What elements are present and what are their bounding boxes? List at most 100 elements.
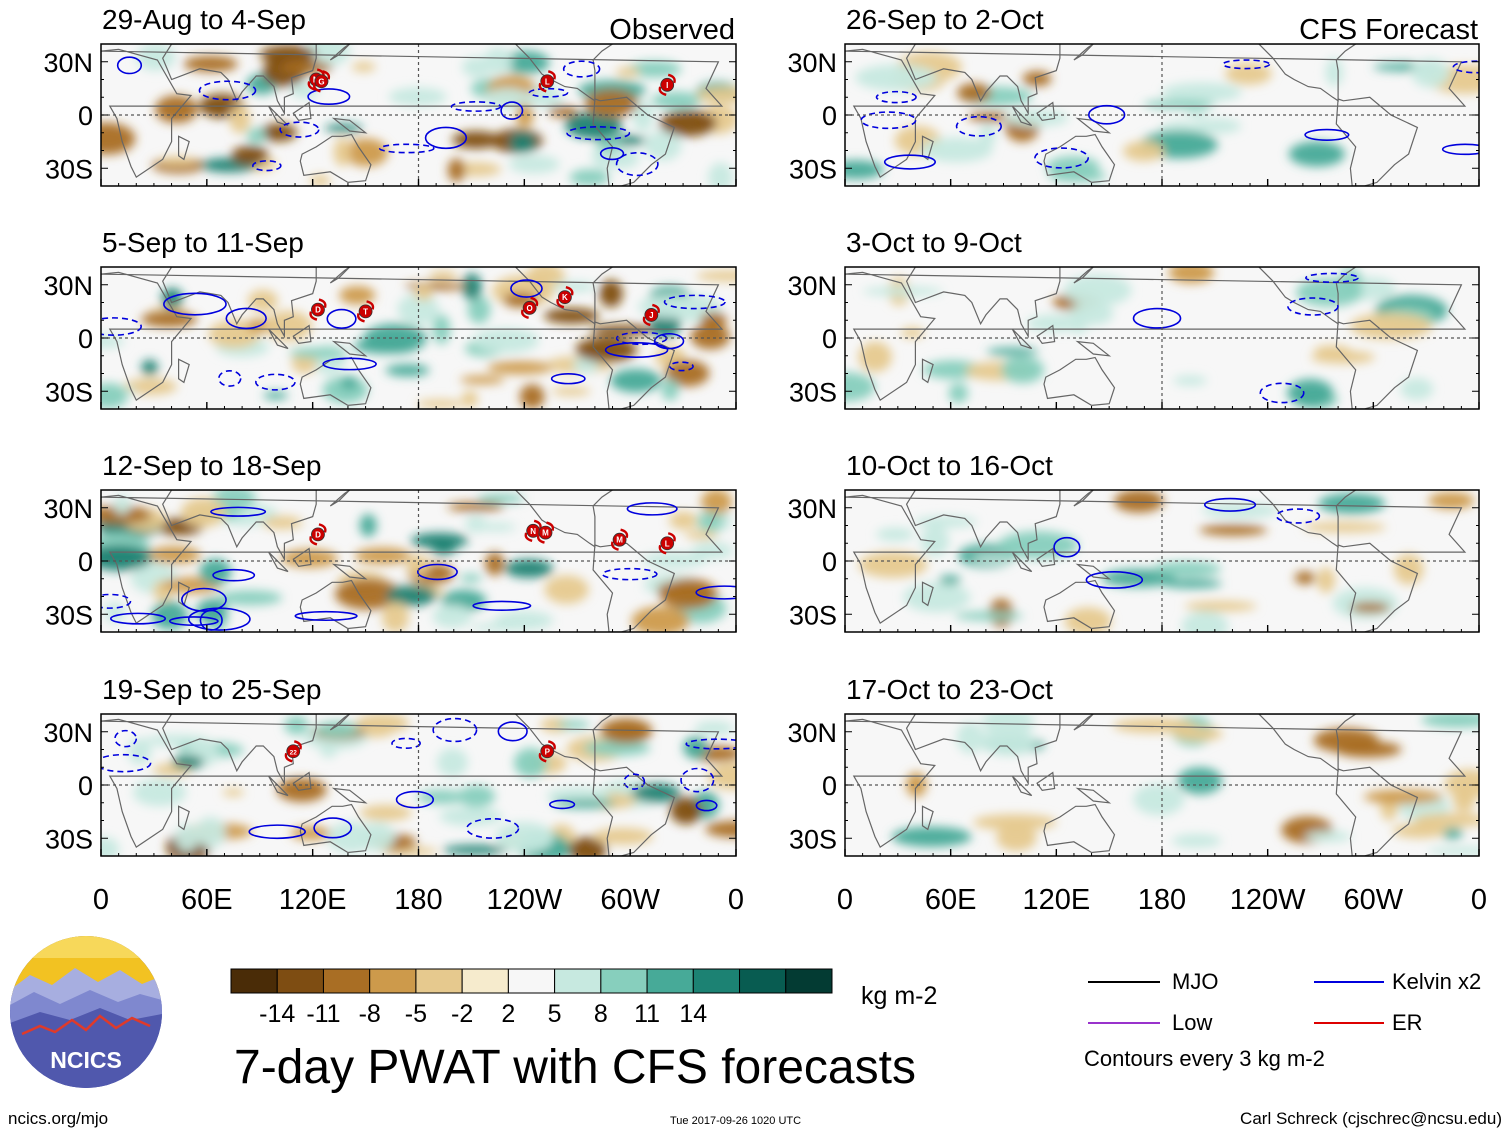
- storm-dot: [311, 527, 325, 542]
- storm-tail: [366, 300, 375, 310]
- colorbar-tick-label: 5: [548, 1000, 562, 1028]
- storm-tail: [620, 528, 629, 539]
- y-tick-label: 0: [78, 547, 93, 577]
- panel-period-title: 26-Sep to 2-Oct: [846, 4, 1044, 35]
- legend-er-swatch: [1314, 1022, 1384, 1024]
- panel-7: 30N 0 30S 10-Oct to 16-Oct: [787, 450, 1480, 633]
- storm-tail: [357, 312, 365, 323]
- y-tick-label: 30S: [45, 377, 93, 407]
- y-tick-label: 30N: [787, 48, 837, 78]
- storm-marker: P: [538, 740, 556, 763]
- y-tick-label: 0: [822, 324, 837, 354]
- site-url[interactable]: ncics.org/mjo: [8, 1109, 109, 1128]
- storm-marker: L: [658, 532, 676, 555]
- colorbar-swatch: [507, 968, 556, 994]
- y-tick-label: 0: [822, 771, 837, 801]
- storm-marker: D: [309, 523, 327, 546]
- x-tick-label: 60W: [600, 884, 660, 916]
- colorbar-tick-label: 14: [679, 1000, 707, 1028]
- panel-period-title: 12-Sep to 18-Sep: [102, 450, 322, 481]
- kelvin-contours: [860, 59, 1479, 170]
- colorbar-swatch: [554, 968, 602, 994]
- kelvin-contours: [1132, 272, 1359, 404]
- kelvin-contours: [101, 717, 736, 840]
- colorbar-units: kg m-2: [861, 982, 938, 1010]
- colorbar-tick-label: -14: [259, 1000, 295, 1028]
- storm-marker: M: [611, 528, 629, 551]
- storm-dot: [538, 525, 553, 540]
- storm-tail: [318, 523, 327, 533]
- storm-tail: [611, 541, 619, 551]
- colorbar-swatch: [369, 968, 417, 994]
- panel-period-title: 17-Oct to 23-Oct: [846, 674, 1053, 705]
- kelvin-contours: [116, 56, 659, 177]
- storm-tail: [651, 303, 660, 314]
- storm-dot: [644, 308, 659, 322]
- y-tick-label: 30S: [789, 824, 837, 854]
- storm-label: D: [315, 306, 321, 315]
- storm-label: O: [527, 304, 533, 313]
- storm-label: I: [666, 81, 668, 90]
- storm-dot: [540, 74, 555, 89]
- panel-period-title: 5-Sep to 11-Sep: [102, 227, 304, 258]
- pwat-anomaly-field: [101, 490, 733, 632]
- storm-tail: [521, 309, 529, 319]
- storm-marker: M: [536, 521, 555, 544]
- storm-label: J: [649, 311, 653, 320]
- y-tick-label: 30S: [789, 600, 837, 630]
- storm-label: 22: [290, 749, 298, 756]
- storm-label: M: [542, 529, 549, 538]
- storm-tail: [658, 544, 667, 555]
- y-tick-label: 30S: [789, 154, 837, 184]
- colorbar-tick-label: -2: [451, 1000, 473, 1028]
- timestamp: Tue 2017-09-26 1020 UTC: [670, 1115, 802, 1127]
- coastlines: [101, 490, 724, 632]
- storm-tail: [667, 73, 676, 84]
- storm-marker: G: [312, 70, 331, 93]
- storm-tail: [322, 70, 331, 80]
- storm-dot: [286, 744, 301, 759]
- legend-kelvin-swatch: [1314, 981, 1384, 983]
- colorbar-tick-label: 2: [501, 1000, 515, 1028]
- pwat-anomaly-field: [858, 490, 1475, 632]
- x-tick-label: 0: [1471, 884, 1487, 916]
- pwat-anomaly-field: [101, 267, 736, 409]
- y-tick-label: 30S: [45, 600, 93, 630]
- colorbar-swatch: [276, 968, 324, 994]
- storm-dot: [660, 536, 675, 551]
- x-tick-label: 120E: [279, 884, 347, 916]
- panel-period-title: 3-Oct to 9-Oct: [846, 227, 1022, 258]
- y-tick-label: 30N: [43, 718, 93, 748]
- storm-label: L: [665, 539, 670, 548]
- storm-tail: [547, 740, 556, 750]
- storm-dot: [558, 290, 572, 305]
- x-tick-label: 180: [394, 884, 442, 916]
- colorbar: -14 -11 -8 -5 -2 2 5 8 11 14: [230, 968, 833, 1028]
- storm-tail: [309, 535, 318, 546]
- chart-title: 7-day PWAT with CFS forecasts: [234, 1041, 916, 1094]
- panel-2: D T O K J 30N 0 30S 5-Sep to 11-Sep: [43, 227, 737, 410]
- colorbar-swatch: [785, 968, 833, 994]
- kelvin-contours: [101, 502, 736, 631]
- y-tick-label: 30S: [789, 377, 837, 407]
- pwat-anomaly-field: [845, 51, 1479, 183]
- legend-low-swatch: [1088, 1022, 1160, 1024]
- storm-tail: [538, 752, 547, 763]
- y-tick-label: 30N: [787, 494, 837, 524]
- panel-5: 30N 0 30S 26-Sep to 2-Oct CFS Forecast: [787, 4, 1480, 187]
- y-tick-label: 30S: [45, 824, 93, 854]
- legend-mjo-swatch: [1088, 981, 1160, 983]
- x-tick-label: 120W: [486, 884, 562, 916]
- storm-label: M: [616, 536, 623, 545]
- colorbar-tick-label: -11: [306, 1000, 340, 1028]
- storm-marker: T: [357, 300, 375, 323]
- storm-marker: J: [642, 303, 660, 327]
- storm-tail: [284, 752, 293, 763]
- storm-dot: [540, 744, 555, 759]
- x-tick-label: 120E: [1022, 884, 1090, 916]
- storm-label: P: [545, 747, 551, 756]
